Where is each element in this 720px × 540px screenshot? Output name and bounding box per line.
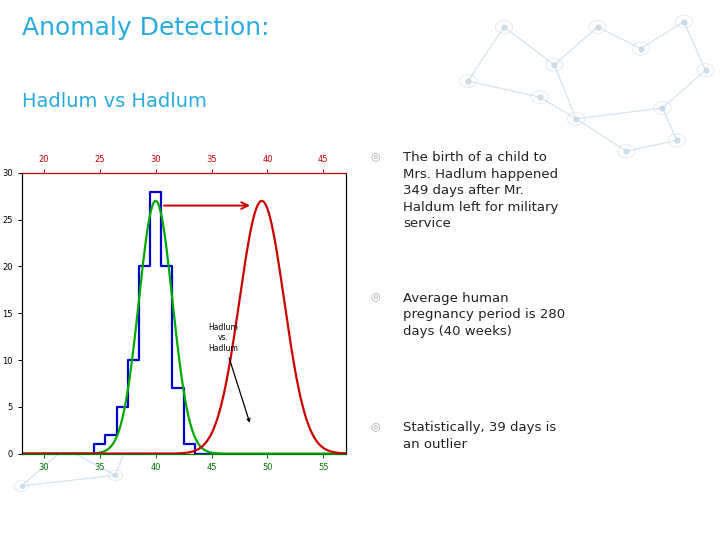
Text: ◎: ◎	[371, 421, 381, 431]
Text: ◎: ◎	[371, 292, 381, 302]
Text: Hadlum
vs.
Hadlum: Hadlum vs. Hadlum	[208, 323, 250, 422]
Text: Hadlum vs Hadlum: Hadlum vs Hadlum	[22, 92, 207, 111]
Text: ◎: ◎	[371, 151, 381, 161]
Text: Average human
pregnancy period is 280
days (40 weeks): Average human pregnancy period is 280 da…	[403, 292, 565, 338]
Text: Anomaly Detection:: Anomaly Detection:	[22, 16, 269, 40]
Text: The birth of a child to
Mrs. Hadlum happened
349 days after Mr.
Haldum left for : The birth of a child to Mrs. Hadlum happ…	[403, 151, 559, 230]
Text: Statistically, 39 days is
an outlier: Statistically, 39 days is an outlier	[403, 421, 557, 451]
